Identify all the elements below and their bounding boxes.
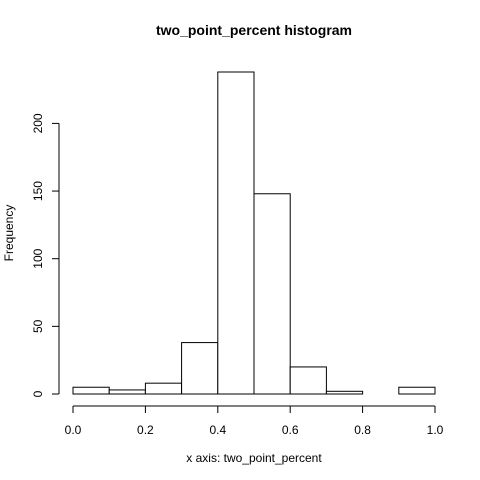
histogram-bar: [218, 72, 254, 394]
x-tick-label: 0.2: [137, 423, 154, 437]
x-tick-label: 0.0: [65, 423, 82, 437]
histogram-bar: [109, 390, 145, 394]
chart-title: two_point_percent histogram: [156, 22, 352, 38]
y-tick-label: 0: [31, 390, 45, 397]
x-axis: 0.0 0.2 0.4 0.6 0.8 1.0: [65, 406, 444, 437]
x-tick-label: 0.6: [282, 423, 299, 437]
histogram-bars: [73, 72, 435, 394]
histogram-bar: [290, 367, 326, 394]
y-tick-label: 100: [31, 248, 45, 268]
x-tick-label: 0.4: [209, 423, 226, 437]
y-tick-label: 50: [31, 319, 45, 333]
y-axis: 0 50 100 150 200: [31, 113, 59, 397]
x-tick-label: 0.8: [354, 423, 371, 437]
x-axis-label: x axis: two_point_percent: [186, 451, 322, 465]
y-tick-label: 150: [31, 181, 45, 201]
y-axis-label: Frequency: [2, 205, 16, 262]
histogram-bar: [399, 387, 435, 394]
histogram-bar: [182, 343, 218, 394]
x-tick-label: 1.0: [427, 423, 444, 437]
histogram-bar: [145, 383, 181, 394]
histogram-bar: [254, 194, 290, 394]
y-tick-label: 200: [31, 113, 45, 133]
histogram-bar: [73, 387, 109, 394]
histogram-bar: [326, 391, 362, 394]
